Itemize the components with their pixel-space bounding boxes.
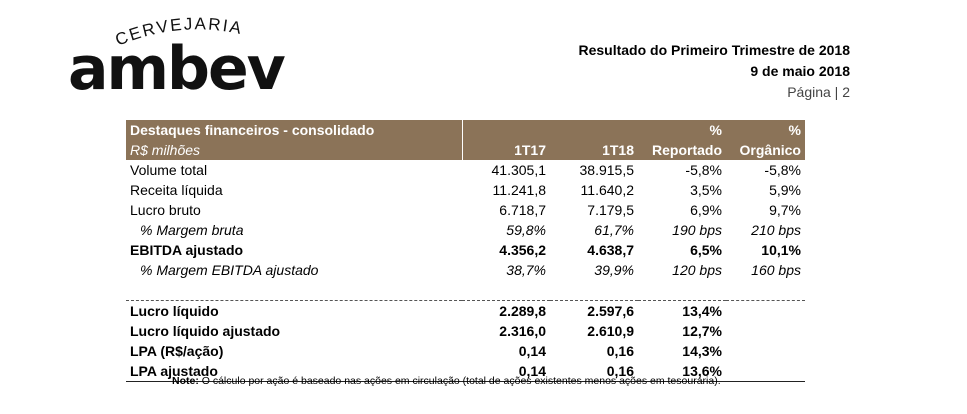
cell: 13,4% xyxy=(638,300,726,321)
table-row: EBITDA ajustado 4.356,2 4.638,7 6,5% 10,… xyxy=(126,240,805,260)
report-title: Resultado do Primeiro Trimestre de 2018 xyxy=(578,42,850,58)
row-label: Receita líquida xyxy=(130,182,223,198)
table-row: LPA ajustado 0,14 0,16 13,6% xyxy=(126,361,805,382)
row-label: Volume total xyxy=(130,162,208,178)
cell xyxy=(726,321,805,341)
cell: 41.305,1 xyxy=(491,162,547,178)
table-header-row: Destaques financeiros - consolidado % % xyxy=(126,120,805,140)
cell: 6.718,7 xyxy=(499,202,546,218)
table-row: Lucro líquido ajustado 2.316,0 2.610,9 1… xyxy=(126,321,805,341)
spacer-row xyxy=(126,280,805,301)
cell: 120 bps xyxy=(672,262,722,278)
cell: 39,9% xyxy=(594,262,634,278)
report-date: 9 de maio 2018 xyxy=(750,63,850,79)
col-organico: Orgânico xyxy=(726,140,805,160)
cell: 11.241,8 xyxy=(492,182,546,198)
col3-top: % xyxy=(638,120,726,140)
cell: 10,1% xyxy=(761,242,801,258)
row-label: Lucro líquido ajustado xyxy=(130,323,281,339)
cell: 0,16 xyxy=(606,343,634,359)
col4-top: % xyxy=(726,120,805,140)
cell: 3,5% xyxy=(690,182,722,198)
footnote: Note: O cálculo por ação é baseado nas a… xyxy=(172,375,721,387)
cell xyxy=(726,300,805,321)
table-row: % Margem EBITDA ajustado 38,7% 39,9% 120… xyxy=(126,260,805,280)
table-row: % Margem bruta 59,8% 61,7% 190 bps 210 b… xyxy=(126,220,805,240)
cell: 160 bps xyxy=(751,262,801,278)
cell: 9,7% xyxy=(769,202,801,218)
cell: 2.289,8 xyxy=(462,300,550,321)
cell: -5,8% xyxy=(685,162,722,178)
cell: 2.610,9 xyxy=(587,323,634,339)
cell: 61,7% xyxy=(594,222,634,238)
table-header-row: R$ milhões 1T17 1T18 Reportado Orgânico xyxy=(126,140,805,160)
cell: 59,8% xyxy=(506,222,546,238)
report-header: Resultado do Primeiro Trimestre de 2018 … xyxy=(578,40,850,103)
cell: 13,6% xyxy=(638,361,726,382)
footnote-label: Note: xyxy=(172,375,199,387)
table-subtitle: R$ milhões xyxy=(126,140,463,160)
financial-highlights-table: Destaques financeiros - consolidado % % … xyxy=(126,120,805,382)
cell: 0,14 xyxy=(462,361,550,382)
cell: 5,9% xyxy=(769,182,801,198)
row-label: EBITDA ajustado xyxy=(130,242,244,258)
table-row: Receita líquida 11.241,8 11.640,2 3,5% 5… xyxy=(126,180,805,200)
footnote-text: O cálculo por ação é baseado nas ações e… xyxy=(198,375,721,387)
cell: 6,9% xyxy=(690,202,722,218)
cell: 0,14 xyxy=(518,343,546,359)
cell: 0,16 xyxy=(550,361,638,382)
cell: 7.179,5 xyxy=(587,202,634,218)
ambev-logo: CERVEJARIA ambev xyxy=(68,14,290,104)
logo-cervejaria: CERVEJARIA xyxy=(113,14,264,49)
cell: 190 bps xyxy=(672,222,722,238)
logo-wordmark: ambev xyxy=(68,34,286,104)
cell: -5,8% xyxy=(764,162,801,178)
cell: 4.356,2 xyxy=(499,242,546,258)
row-label: % Margem bruta xyxy=(140,222,244,238)
row-label: LPA (R$/ação) xyxy=(130,343,224,359)
col-1t18: 1T18 xyxy=(550,140,638,160)
cell: 2.597,6 xyxy=(550,300,638,321)
cell: 2.316,0 xyxy=(499,323,546,339)
table-title: Destaques financeiros - consolidado xyxy=(126,120,463,140)
cell: 11.640,2 xyxy=(580,182,634,198)
col-reportado: Reportado xyxy=(638,140,726,160)
cell: 210 bps xyxy=(751,222,801,238)
cell: 12,7% xyxy=(682,323,722,339)
cell: 14,3% xyxy=(682,343,722,359)
table-row: Lucro líquido 2.289,8 2.597,6 13,4% xyxy=(126,300,805,321)
row-label: % Margem EBITDA ajustado xyxy=(140,262,319,278)
cell: 6,5% xyxy=(690,242,722,258)
table-row: LPA (R$/ação) 0,14 0,16 14,3% xyxy=(126,341,805,361)
page-number: Página | 2 xyxy=(787,84,850,100)
table-row: Volume total 41.305,1 38.915,5 -5,8% -5,… xyxy=(126,160,805,180)
row-label: Lucro líquido xyxy=(126,300,462,321)
cell: 38.915,5 xyxy=(579,162,635,178)
table-row: Lucro bruto 6.718,7 7.179,5 6,9% 9,7% xyxy=(126,200,805,220)
cell: 38,7% xyxy=(506,262,546,278)
col-1t17: 1T17 xyxy=(462,140,550,160)
cell: 4.638,7 xyxy=(587,242,634,258)
cell xyxy=(726,341,805,361)
cell xyxy=(726,361,805,382)
row-label: Lucro bruto xyxy=(130,202,201,218)
row-label: LPA ajustado xyxy=(126,361,462,382)
